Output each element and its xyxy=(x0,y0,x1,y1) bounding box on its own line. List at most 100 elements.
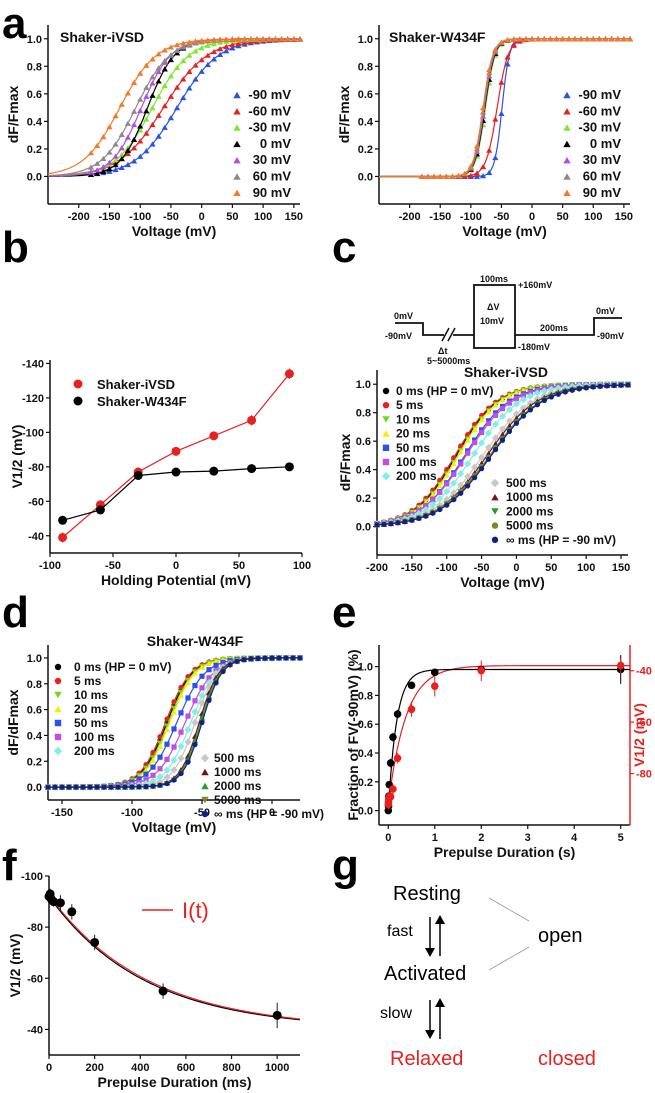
data-point xyxy=(87,164,95,170)
data-point xyxy=(220,668,226,675)
data-point xyxy=(430,510,436,516)
legend-label: 100 ms xyxy=(396,455,437,469)
data-point xyxy=(597,383,603,389)
data-point xyxy=(253,36,261,42)
data-point xyxy=(180,40,187,46)
legend-marker xyxy=(233,91,241,99)
protocol-trace xyxy=(395,322,444,336)
data-point xyxy=(100,164,107,170)
x-tick-label: 400 xyxy=(131,1062,149,1074)
legend-marker xyxy=(382,387,390,395)
data-point xyxy=(136,776,142,782)
data-point xyxy=(115,784,121,790)
x-tick-label: 0 xyxy=(199,211,205,223)
data-point xyxy=(602,36,609,42)
x-tick-label: -200 xyxy=(399,211,421,223)
data-point xyxy=(180,44,187,50)
legend-label: 1000 ms xyxy=(214,765,262,779)
data-point xyxy=(272,36,279,42)
data-point xyxy=(513,396,520,402)
data-point xyxy=(485,456,492,462)
data-point xyxy=(540,387,548,395)
data-point xyxy=(212,658,220,664)
data-point xyxy=(186,52,193,58)
data-point xyxy=(155,51,162,57)
data-point xyxy=(137,138,144,144)
x-tick-label: 0 xyxy=(513,562,519,574)
y-tick-label: 0.2 xyxy=(358,144,373,156)
data-point xyxy=(149,141,156,147)
data-point xyxy=(161,124,168,130)
data-point xyxy=(205,660,213,667)
protocol-trace-3 xyxy=(515,317,622,336)
data-point xyxy=(284,36,291,42)
legend-label: 10 ms xyxy=(396,412,430,426)
y-tick-label: 0.0 xyxy=(27,782,42,794)
legend-label: 5000 ms xyxy=(214,793,262,807)
data-point xyxy=(161,57,168,64)
data-point xyxy=(458,443,464,449)
data-point xyxy=(192,742,198,748)
data-point xyxy=(210,48,218,55)
x-tick-label: -100 xyxy=(436,562,458,574)
fit-curve-vhalf xyxy=(387,665,630,805)
data-point xyxy=(199,719,205,726)
protocol-pulse-min: -180mV xyxy=(518,342,550,352)
data-point xyxy=(423,503,429,509)
data-point xyxy=(149,56,156,62)
legend-marker xyxy=(563,124,571,131)
data-point xyxy=(133,470,143,480)
data-point xyxy=(443,487,451,496)
data-point xyxy=(374,522,380,528)
data-point xyxy=(478,466,485,472)
data-point xyxy=(248,656,254,662)
data-point xyxy=(510,36,517,42)
x-tick-label: -150 xyxy=(98,211,120,223)
data-point xyxy=(608,36,615,42)
data-point xyxy=(504,54,511,60)
data-point xyxy=(143,148,150,154)
data-point xyxy=(486,66,493,73)
data-point xyxy=(185,713,191,719)
data-point xyxy=(430,173,438,180)
panel-letter-b: b xyxy=(2,223,29,272)
data-point xyxy=(199,685,205,691)
x-axis-label: Voltage (mV) xyxy=(462,223,547,239)
data-point xyxy=(184,679,192,686)
legend-label: 5 ms xyxy=(396,398,424,412)
y-tick-label: 1.0 xyxy=(358,34,373,46)
y-axis-label: Fraction of FV(-90mV) (%) xyxy=(345,649,361,820)
data-point xyxy=(618,382,624,388)
legend-label: 90 mV xyxy=(583,185,622,200)
data-point xyxy=(473,170,481,176)
data-point xyxy=(477,666,486,675)
y-tick-label: 0.4 xyxy=(27,116,43,128)
legend-marker xyxy=(563,173,571,180)
fit-curve-black xyxy=(48,896,301,1021)
data-point xyxy=(437,173,444,180)
panel-letter-g: g xyxy=(332,841,359,890)
state-closed: closed xyxy=(538,1048,596,1070)
data-point xyxy=(210,37,218,43)
data-point xyxy=(499,406,506,412)
y-tick-label: -100 xyxy=(21,871,43,883)
data-point xyxy=(171,699,177,705)
data-point xyxy=(548,394,554,400)
chart-a-shaker-ivsd: -200 -150 -100 -50 0 50 100 150 0.0 0.2 0.4 0.6 0.8 1… xyxy=(5,25,304,239)
data-point xyxy=(137,96,144,102)
data-point xyxy=(614,36,621,42)
data-point xyxy=(161,82,168,89)
data-point xyxy=(499,397,506,403)
legend-marker xyxy=(54,677,62,685)
series--ms-hp-90-mv- xyxy=(45,655,303,790)
protocol-90mv-left: -90mV xyxy=(385,331,412,341)
data-point xyxy=(461,170,468,176)
state-resting: Resting xyxy=(393,883,461,905)
data-point xyxy=(171,744,177,750)
chart-title: Shaker-W434F xyxy=(147,633,244,649)
y-axis-label: V1/2 (mV) xyxy=(9,425,25,489)
data-point xyxy=(223,36,230,42)
legend-marker xyxy=(563,189,571,196)
